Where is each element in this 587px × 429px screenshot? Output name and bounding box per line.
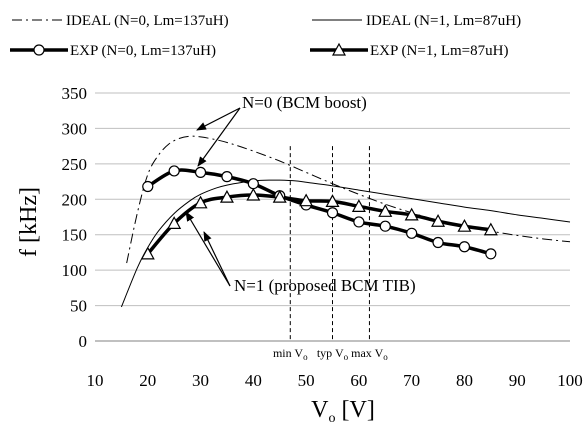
series-3-point-8 (351, 199, 366, 212)
y-tick-label-200: 200 (62, 190, 88, 209)
x-tick-label-70: 70 (403, 371, 420, 390)
y-axis-title: f [kHz] (16, 187, 42, 257)
x-tick-label-20: 20 (139, 371, 156, 390)
y-tick-label-0: 0 (79, 332, 88, 351)
series-2-point-3 (221, 171, 233, 183)
x-tick-label-90: 90 (509, 371, 526, 390)
series-3-point-11 (431, 213, 446, 227)
x-axis-title-main: V (311, 397, 329, 423)
series-3-point-5 (272, 189, 287, 203)
annotation-n1: N=1 (proposed BCM TIB) (185, 211, 416, 295)
series-3-point-2 (193, 195, 208, 209)
series-2-point-2 (194, 166, 207, 178)
series-2-point-10 (406, 227, 418, 239)
y-tick-label-250: 250 (62, 155, 88, 174)
series-2-point-0 (142, 180, 154, 193)
x-axis-title-sub: o (329, 411, 336, 426)
series-3-point-9 (378, 204, 393, 217)
series-2-point-11 (432, 236, 444, 249)
vmarker-label-sub-2: o (383, 352, 388, 362)
vmarker-label-1: typ Vo (317, 346, 349, 362)
vmarker-label-main-2: max V (351, 346, 383, 360)
legend-label-ideal-n0: IDEAL (N=0, Lm=137uH) (66, 13, 229, 29)
series-2-point-13 (485, 248, 497, 260)
x-tick-label-80: 80 (456, 371, 473, 390)
annotation-n1-arrow-2 (203, 231, 231, 287)
annotation-n0-arrow-1 (196, 107, 241, 131)
series-3-point-7 (325, 194, 340, 208)
vmarker-label-0: min Vo (273, 346, 308, 362)
series-3-point-13 (483, 222, 498, 236)
y-tick-label-50: 50 (70, 297, 87, 316)
y-tick-label-100: 100 (62, 261, 88, 280)
legend-marker-circle (33, 44, 45, 56)
y-tick-label-300: 300 (62, 119, 88, 138)
series-line-1 (120, 179, 571, 308)
x-tick-label-10: 10 (87, 371, 104, 390)
series-3-point-1 (167, 216, 182, 229)
annotation-n0: N=0 (BCM boost) (196, 93, 367, 167)
legend-label-exp-n0: EXP (N=0, Lm=137uH) (70, 43, 216, 59)
annotation-n0-arrow-2 (197, 107, 241, 167)
series-layer (120, 135, 571, 308)
vmarker-label-main-0: min V (273, 346, 303, 360)
series-3-point-10 (404, 207, 419, 221)
legend-label-ideal-n1: IDEAL (N=1, Lm=87uH) (366, 13, 521, 29)
series-2-point-1 (168, 165, 180, 177)
series-2-point-4 (247, 178, 259, 190)
x-axis-title-unit: [V] (342, 397, 375, 423)
y-tick-label-150: 150 (62, 226, 88, 245)
series-3-point-6 (299, 193, 314, 207)
series-3-point-12 (457, 218, 472, 232)
legend-marker-triangle (331, 42, 347, 56)
annotation-n0-label: N=0 (BCM boost) (242, 93, 367, 112)
series-3-point-4 (246, 187, 261, 201)
x-tick-label-50: 50 (298, 371, 315, 390)
axes: 0 50 100 150 200 250 300 350 10 20 30 40 50 60 70 80 90 1… (62, 84, 583, 390)
x-tick-label-40: 40 (245, 371, 262, 390)
vmarker-label-sub-0: o (303, 352, 308, 362)
v-markers: min Vo typ Vo max Vo (273, 146, 388, 362)
series-3-point-0 (140, 246, 155, 260)
series-2-point-7 (326, 207, 339, 219)
annotation-n1-label: N=1 (proposed BCM TIB) (234, 276, 416, 295)
vmarker-label-main-1: typ V (317, 346, 344, 360)
legend-label-exp-n1: EXP (N=1, Lm=87uH) (370, 43, 508, 59)
series-2-point-12 (458, 241, 471, 253)
vmarker-label-sub-1: o (344, 352, 349, 362)
annotation-n1-arrow-1 (185, 211, 231, 287)
series-3-point-3 (219, 189, 234, 203)
x-tick-label-30: 30 (192, 371, 209, 390)
legend: IDEAL (N=0, Lm=137uH) IDEAL (N=1, Lm=87u… (10, 13, 521, 59)
y-tick-label-350: 350 (62, 84, 88, 103)
series-2-point-8 (353, 216, 365, 228)
x-tick-label-60: 60 (350, 371, 367, 390)
x-tick-label-100: 100 (557, 371, 583, 390)
x-axis-title: Vo [V] (311, 397, 375, 426)
series-2-point-9 (379, 220, 391, 232)
vmarker-label-2: max Vo (351, 346, 388, 362)
